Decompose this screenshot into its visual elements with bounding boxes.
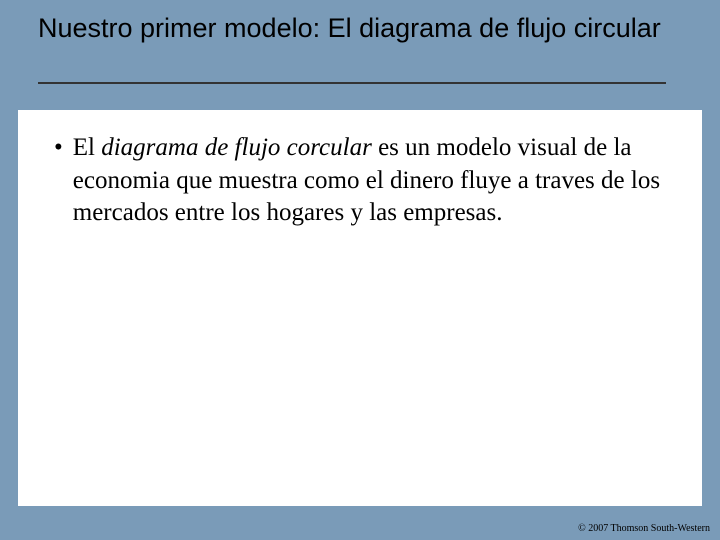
copyright-footer: © 2007 Thomson South-Western xyxy=(578,523,710,534)
bullet-marker: • xyxy=(54,132,63,165)
slide: Nuestro primer modelo: El diagrama de fl… xyxy=(0,0,720,540)
bullet-item: • El diagrama de flujo corcular es un mo… xyxy=(54,132,674,230)
bullet-text: El diagrama de flujo corcular es un mode… xyxy=(73,132,674,230)
title-underline xyxy=(38,82,666,84)
bullet-prefix: El xyxy=(73,134,101,161)
bullet-italic: diagrama de flujo corcular xyxy=(101,134,372,161)
slide-title: Nuestro primer modelo: El diagrama de fl… xyxy=(38,12,682,46)
header-band: Nuestro primer modelo: El diagrama de fl… xyxy=(0,0,720,110)
body-area: • El diagrama de flujo corcular es un mo… xyxy=(18,110,702,506)
